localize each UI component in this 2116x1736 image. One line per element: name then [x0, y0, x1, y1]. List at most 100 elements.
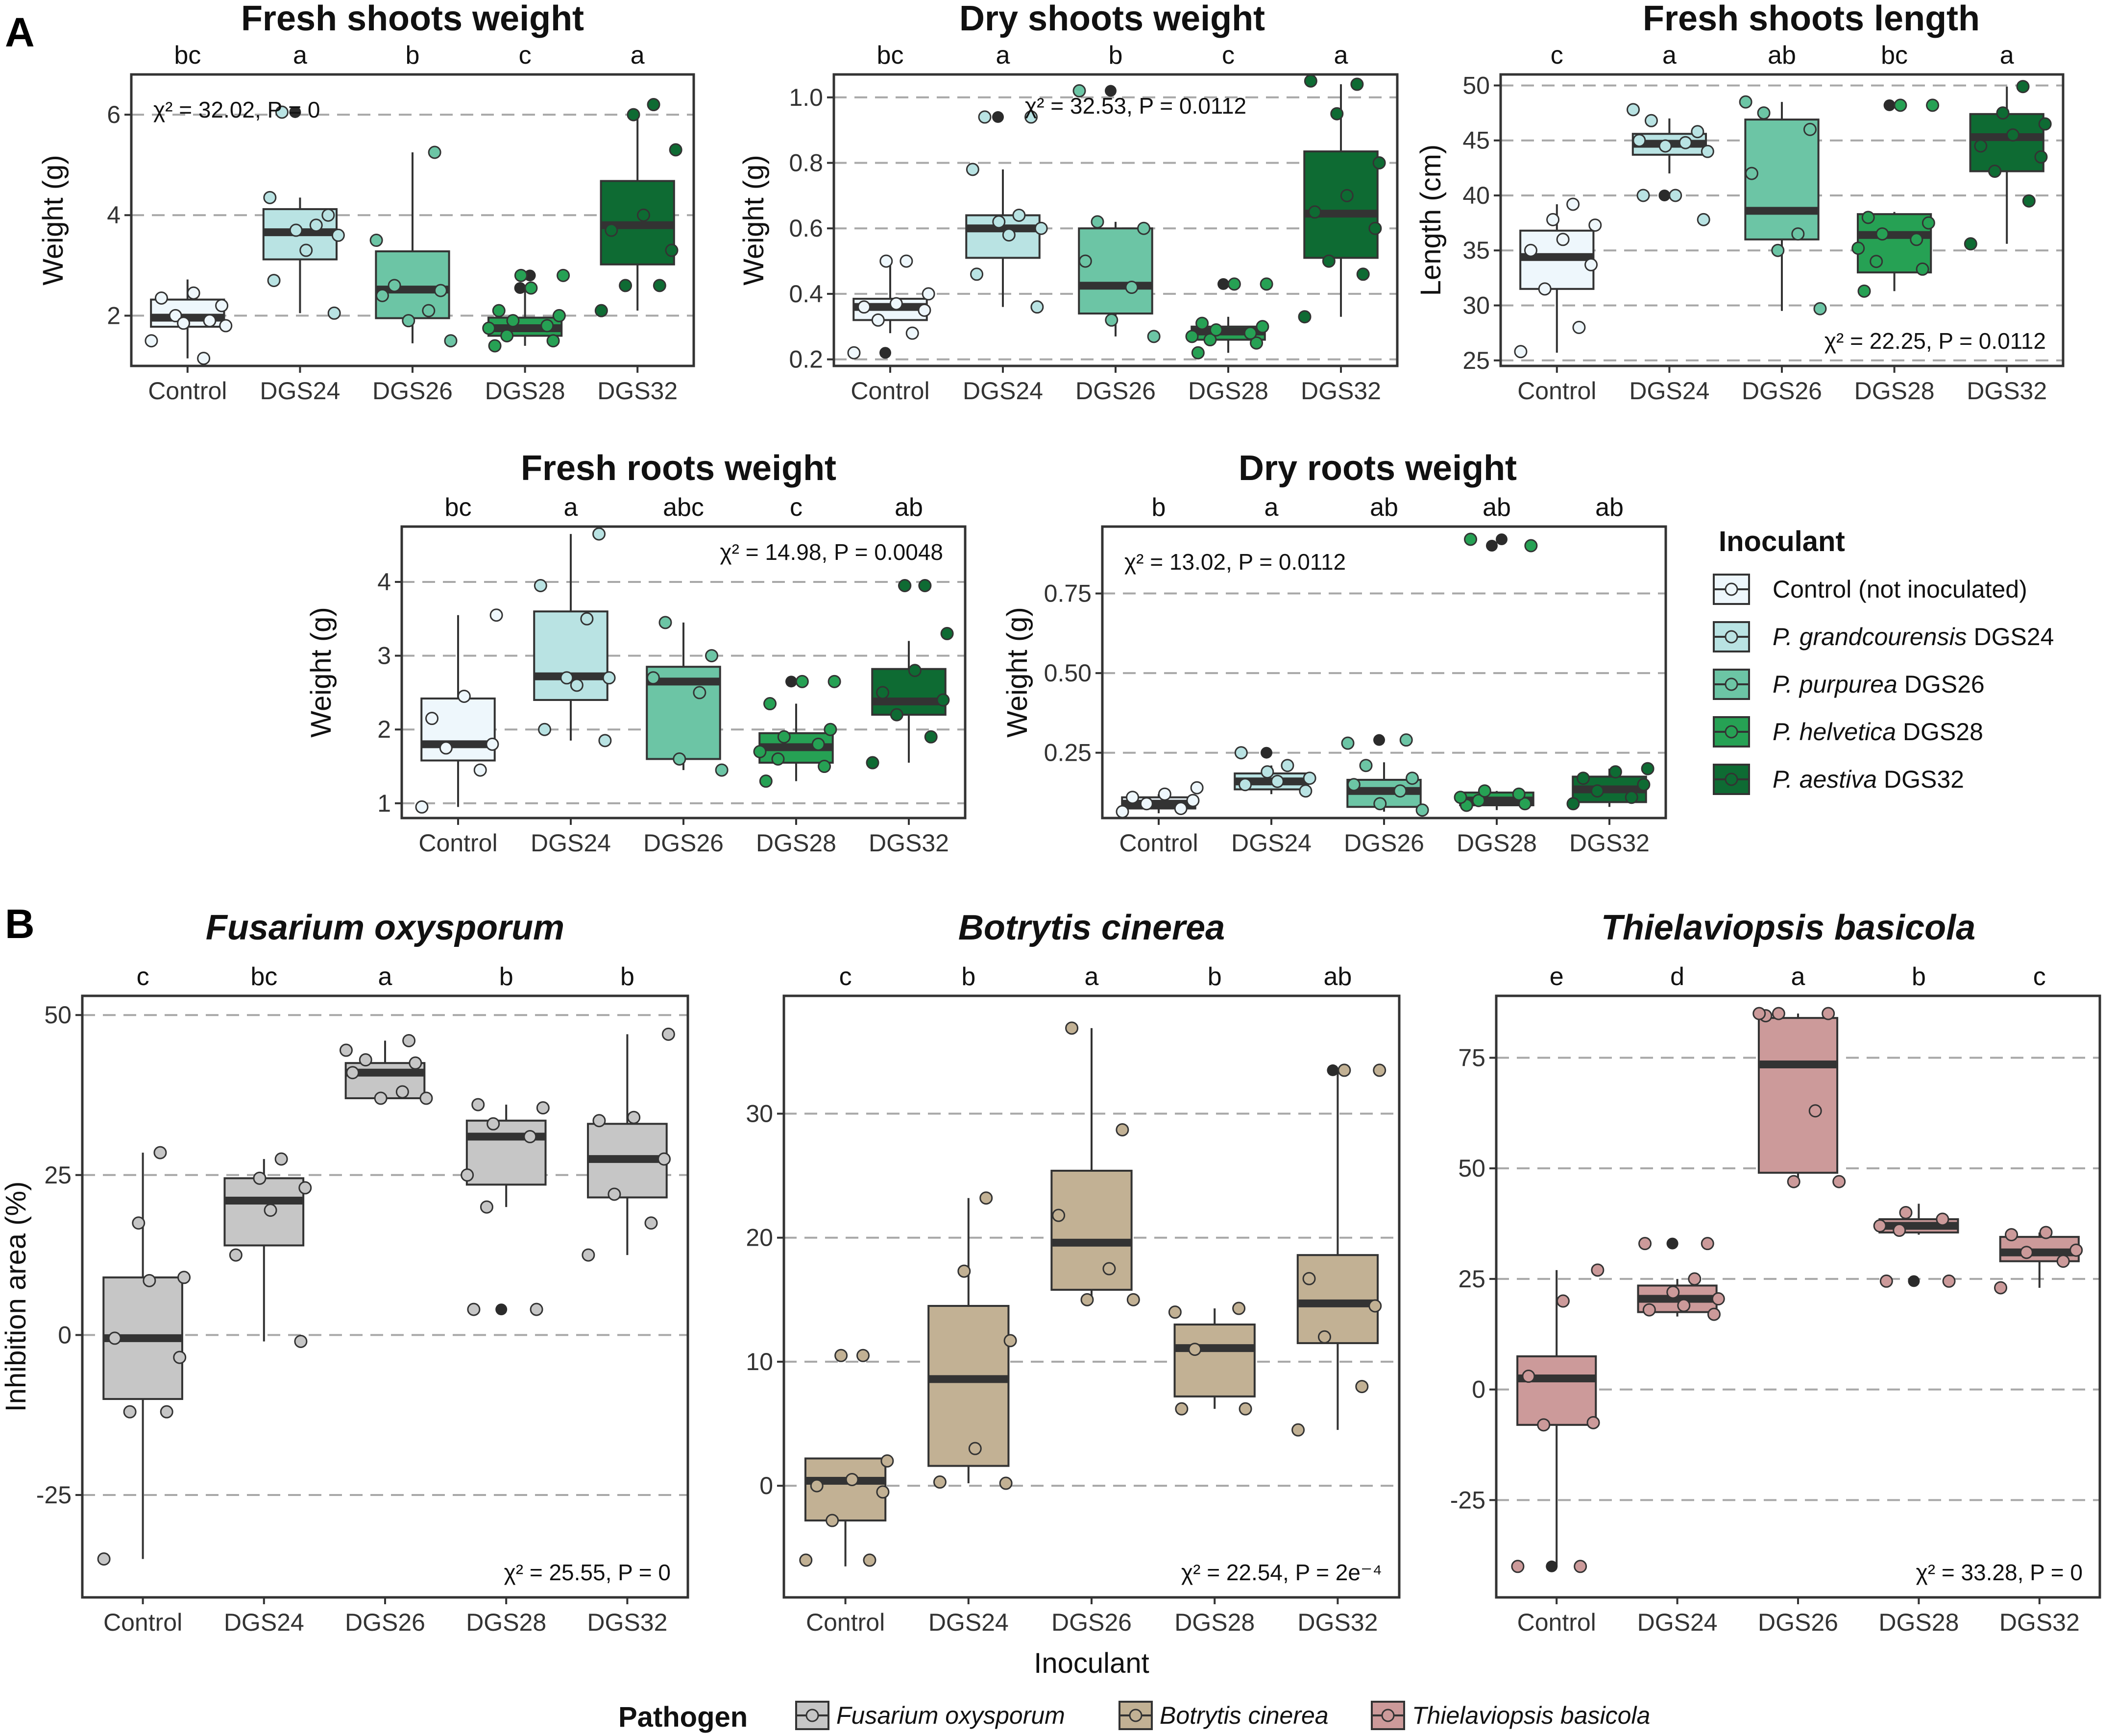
plot-frame	[1101, 525, 1667, 820]
data-point	[374, 1091, 388, 1105]
data-point	[275, 105, 289, 119]
data-point	[1857, 284, 1871, 298]
statistic-annotation: χ² = 22.54, P = 2e⁻⁴	[1181, 1560, 1382, 1585]
data-point	[274, 1152, 288, 1166]
data-point	[253, 1171, 267, 1185]
x-tick-label: DGS24	[1637, 1609, 1718, 1636]
data-point	[866, 756, 879, 770]
chart-fresh-roots-weight: Fresh roots weight 1 2 3 4 Weight (g) bc Contro…	[305, 449, 967, 857]
y-tick-label: 30	[746, 1100, 773, 1128]
data-point	[1701, 145, 1714, 158]
data-point	[1588, 218, 1602, 232]
plot-frame	[130, 73, 695, 367]
data-point	[753, 745, 767, 758]
data-point	[1373, 1063, 1386, 1077]
data-point	[890, 708, 903, 722]
legend-point	[1381, 1709, 1395, 1722]
data-point	[592, 1114, 606, 1128]
y-tick-label: 50	[1462, 72, 1490, 99]
data-point	[1239, 1402, 1252, 1416]
data-point	[1356, 267, 1370, 281]
data-point	[1590, 784, 1604, 798]
y-tick-label: 2	[377, 716, 391, 743]
x-tick-label: DGS24	[963, 377, 1043, 405]
legend-point	[1725, 630, 1738, 644]
outlier-point	[1908, 1275, 1920, 1287]
data-point	[1393, 784, 1407, 798]
y-tick-label: 0.8	[789, 149, 823, 177]
box-dgs28	[465, 1119, 547, 1186]
data-point	[1572, 320, 1586, 334]
y-tick-label: 0	[58, 1321, 72, 1349]
data-point	[1303, 772, 1316, 785]
data-point	[1024, 110, 1038, 124]
outlier-point	[1546, 1560, 1558, 1572]
data-point	[1190, 781, 1204, 795]
data-point	[1586, 1416, 1600, 1429]
box-dgs32	[1296, 1254, 1379, 1344]
significance-letter: bc	[877, 41, 904, 70]
panel-b-label: B	[5, 901, 35, 947]
data-point	[1771, 243, 1785, 257]
x-tick-label: DGS28	[756, 829, 836, 857]
data-point	[1627, 103, 1640, 117]
data-point	[1787, 1175, 1800, 1188]
data-point	[1291, 1423, 1305, 1437]
box-dgs28	[1173, 1323, 1256, 1398]
data-point	[627, 108, 640, 121]
data-point	[1538, 282, 1552, 296]
data-point	[826, 1514, 839, 1527]
chart-title: Fusarium oxysporum	[206, 908, 564, 947]
data-point	[605, 223, 618, 237]
data-point	[1678, 136, 1692, 149]
legend-key-dgs26	[1713, 669, 1750, 700]
data-point	[1518, 797, 1532, 811]
outlier-point	[1261, 747, 1272, 759]
data-point	[1091, 215, 1104, 229]
data-point	[473, 763, 487, 777]
data-point	[665, 243, 679, 257]
outlier-point	[1105, 85, 1117, 97]
x-tick-label: DGS28	[1854, 377, 1935, 405]
data-point	[1697, 213, 1710, 226]
data-point	[1399, 733, 1413, 747]
outlier-point	[289, 106, 301, 118]
data-point	[375, 289, 389, 302]
y-tick-label: 0.75	[1044, 580, 1092, 607]
significance-letter: b	[1109, 41, 1123, 70]
data-point	[856, 1349, 870, 1362]
y-tick-label: 0.4	[789, 280, 823, 308]
data-point	[1191, 346, 1205, 360]
legend-key-dgs28	[1713, 716, 1750, 747]
data-point	[492, 304, 506, 317]
data-point	[457, 689, 471, 703]
outlier-point	[1217, 278, 1229, 290]
chart-botrytis-cinerea: Botrytis cinerea 0 10 20 30 c Control b DGS24 a DG…	[746, 908, 1401, 1636]
data-point	[1921, 216, 1935, 230]
legend-species: P. helvetica	[1773, 718, 1896, 746]
data-point	[594, 304, 608, 317]
data-point	[1234, 746, 1248, 760]
data-point	[1677, 1299, 1691, 1312]
data-point	[1964, 237, 1977, 251]
data-point	[187, 286, 200, 300]
data-point	[2005, 1228, 2019, 1242]
legend-point	[805, 1709, 819, 1722]
data-point	[810, 1479, 824, 1493]
x-tick-label: DGS28	[1878, 1609, 1959, 1636]
data-point	[482, 321, 496, 335]
data-point	[480, 1200, 493, 1214]
data-point	[1942, 1274, 1956, 1288]
legend-strain: Control (not inoculated)	[1773, 576, 2027, 603]
data-point	[918, 303, 931, 317]
data-point	[661, 1027, 675, 1041]
data-point	[1239, 778, 1252, 792]
data-point	[267, 274, 281, 288]
data-point	[369, 234, 383, 247]
significance-letter: b	[1208, 963, 1222, 991]
data-point	[795, 675, 809, 688]
x-tick-label: DGS26	[1758, 1609, 1838, 1636]
data-point	[1299, 784, 1313, 798]
outlier-point	[524, 269, 536, 282]
